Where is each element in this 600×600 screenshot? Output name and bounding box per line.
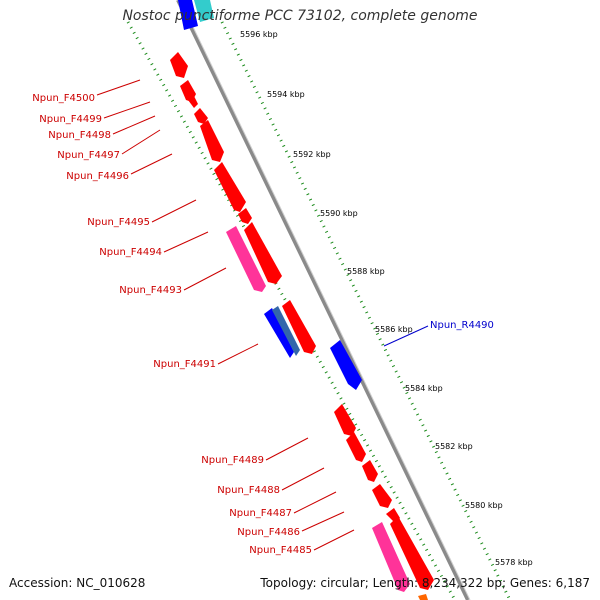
scale-label: 5584 kbp (405, 384, 443, 393)
gene-label: Npun_F4488 (217, 485, 280, 496)
scale-label: 5588 kbp (347, 267, 385, 276)
gene-npun-f4499 (180, 80, 196, 102)
gene-npun-f4492 (282, 300, 316, 354)
scale-label: 5596 kbp (240, 30, 278, 39)
scale-label: 5592 kbp (293, 150, 331, 159)
gene-npun-f4498 (188, 96, 198, 108)
gene-npun-r4490 (330, 340, 362, 390)
gene-npun-f4485-pink (372, 522, 410, 592)
gene-npun-f4494b (244, 222, 282, 284)
gene-label: Npun_F4496 (66, 171, 129, 182)
gene-npun-f4487 (372, 484, 392, 508)
gene-npun-f4493 (226, 226, 266, 292)
scale-label: 5578 kbp (495, 558, 533, 567)
genome-backbone-highlight (179, 0, 471, 600)
gene-npun-f4485-red (390, 516, 434, 590)
leader-line-reverse (383, 325, 429, 347)
gene-label: Npun_F4498 (48, 130, 111, 141)
gene-label: Npun_F4500 (32, 93, 95, 104)
gene-label: Npun_F4486 (237, 527, 300, 538)
gene-npun-f4491-blue (264, 308, 294, 358)
gene-npun-f4500 (170, 52, 188, 78)
gene-npun-f4494a (238, 208, 252, 224)
scale-label: 5582 kbp (435, 442, 473, 451)
gene-npun-f4489 (334, 404, 356, 436)
gene-label: Npun_F4497 (57, 150, 120, 161)
scale-label: 5586 kbp (375, 325, 413, 334)
gene-label: Npun_F4499 (39, 114, 102, 125)
gene-label: Npun_F4495 (87, 217, 150, 228)
genome-title: Nostoc punctiforme PCC 73102, complete g… (122, 8, 478, 24)
gene-top-cyan (194, 0, 214, 22)
gene-label: Npun_F4485 (249, 545, 312, 556)
gene-npun-f4496 (200, 120, 224, 162)
gene-bottom-orange (418, 594, 428, 600)
gene-npun-f4488 (362, 460, 378, 482)
gene-npun-f4497 (194, 108, 208, 124)
gene-npun-f4491-steel (272, 306, 300, 356)
genome-backbone (176, 0, 470, 600)
scale-label: 5590 kbp (320, 209, 358, 218)
leader-lines (96, 79, 355, 551)
gene-label: Npun_F4487 (229, 508, 292, 519)
scale-label: 5580 kbp (465, 501, 503, 510)
gene-label: Npun_F4489 (201, 455, 264, 466)
scale-label: 5594 kbp (267, 90, 305, 99)
gene-top-blue (178, 0, 198, 30)
gene-label: Npun_F4493 (119, 285, 182, 296)
gene-label: Npun_F4494 (99, 247, 162, 258)
gene-label: Npun_F4491 (153, 359, 216, 370)
gene-npun-f4495 (214, 162, 246, 212)
gene-label: Npun_R4490 (430, 320, 494, 331)
topology-text: Topology: circular; Length: 8,234,322 bp… (260, 576, 590, 590)
accession-text: Accession: NC_010628 (9, 576, 146, 590)
gene-npun-f4489b (346, 432, 366, 462)
